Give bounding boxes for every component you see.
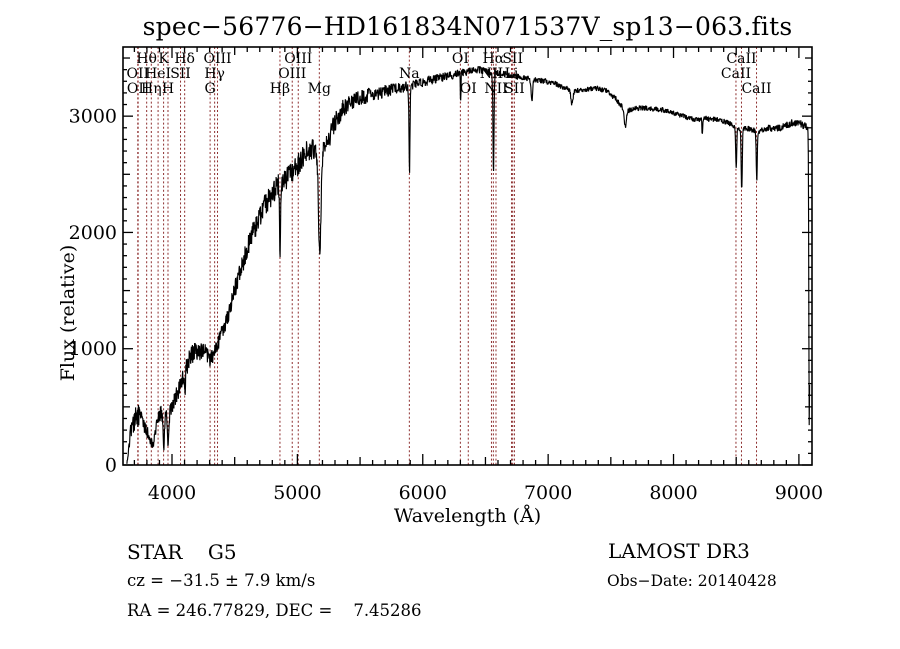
tick-labels: 4000 5000 6000 7000 8000 9000 0 1000 2000 3000 xyxy=(69,106,823,504)
spectral-line-label: Hη xyxy=(141,81,162,97)
spectral-line-label: OI xyxy=(460,81,477,97)
radial-velocity-text: cz = −31.5 ± 7.9 km/s xyxy=(127,571,316,590)
spectral-line-label: Hβ xyxy=(270,81,290,97)
axis-ticks xyxy=(123,47,812,466)
spectral-line-label: OII xyxy=(126,66,149,82)
x-tick-label: 7000 xyxy=(524,482,572,504)
classification-text: STAR G5 xyxy=(127,540,237,564)
x-tick-label: 5000 xyxy=(273,482,321,504)
survey-text: LAMOST DR3 xyxy=(608,539,750,563)
spectral-line-label: NII xyxy=(484,81,507,97)
spectral-line-label: SII xyxy=(502,51,523,67)
spectral-line-label: OIII xyxy=(203,51,231,67)
spectral-line-label: CaII xyxy=(741,81,771,97)
x-tick-label: 9000 xyxy=(775,482,823,504)
x-tick-label: 6000 xyxy=(399,482,447,504)
y-tick-label: 1000 xyxy=(69,338,117,360)
ra-dec-text: RA = 246.77829, DEC = 7.45286 xyxy=(127,601,422,620)
plot-frame xyxy=(122,46,813,466)
spectral-line-label: Hθ xyxy=(136,51,157,67)
x-axis-label: Wavelength (Å) xyxy=(393,505,542,527)
x-tick-label: 8000 xyxy=(649,482,697,504)
spectral-line-label: Hδ xyxy=(174,51,195,67)
x-tick-label: 4000 xyxy=(148,482,196,504)
spectral-line-label: SII xyxy=(170,66,191,82)
y-axis-label-text: Flux (relative) xyxy=(57,244,80,382)
spectral-line-label: OIII xyxy=(284,51,312,67)
spectral-line-label: CaII xyxy=(721,66,751,82)
spectral-line-label: CaII xyxy=(726,51,756,67)
spectral-line-label: G xyxy=(205,81,216,97)
spectral-line-label: SII xyxy=(504,81,525,97)
spectral-line-label: K xyxy=(158,51,169,67)
plot-title: spec−56776−HD161834N071537V_sp13−063.fit… xyxy=(142,12,793,41)
y-tick-label: 2000 xyxy=(69,222,117,244)
spectral-line-label: H xyxy=(162,81,174,97)
spectral-line-label: Hα xyxy=(483,51,505,67)
spectral-line-label: HeI xyxy=(145,66,171,82)
spectral-line-label: OI xyxy=(452,51,469,67)
spectrum-curve xyxy=(126,65,811,464)
y-tick-label: 3000 xyxy=(69,106,117,128)
y-tick-label: 0 xyxy=(105,455,117,477)
spectral-line-labels: OIIOIIHθHηHeIKHSIIHδGHγOIIIHβOIIIOIIIMgN… xyxy=(126,51,771,97)
spectral-line-label: Na xyxy=(399,66,420,82)
spectral-line-label: OII xyxy=(127,81,150,97)
spectral-line-label: Hγ xyxy=(204,66,225,82)
spectral-line-label: OIII xyxy=(278,66,306,82)
spectral-line-label: Mg xyxy=(308,81,331,97)
obs-date-text: Obs−Date: 20140428 xyxy=(607,572,777,590)
